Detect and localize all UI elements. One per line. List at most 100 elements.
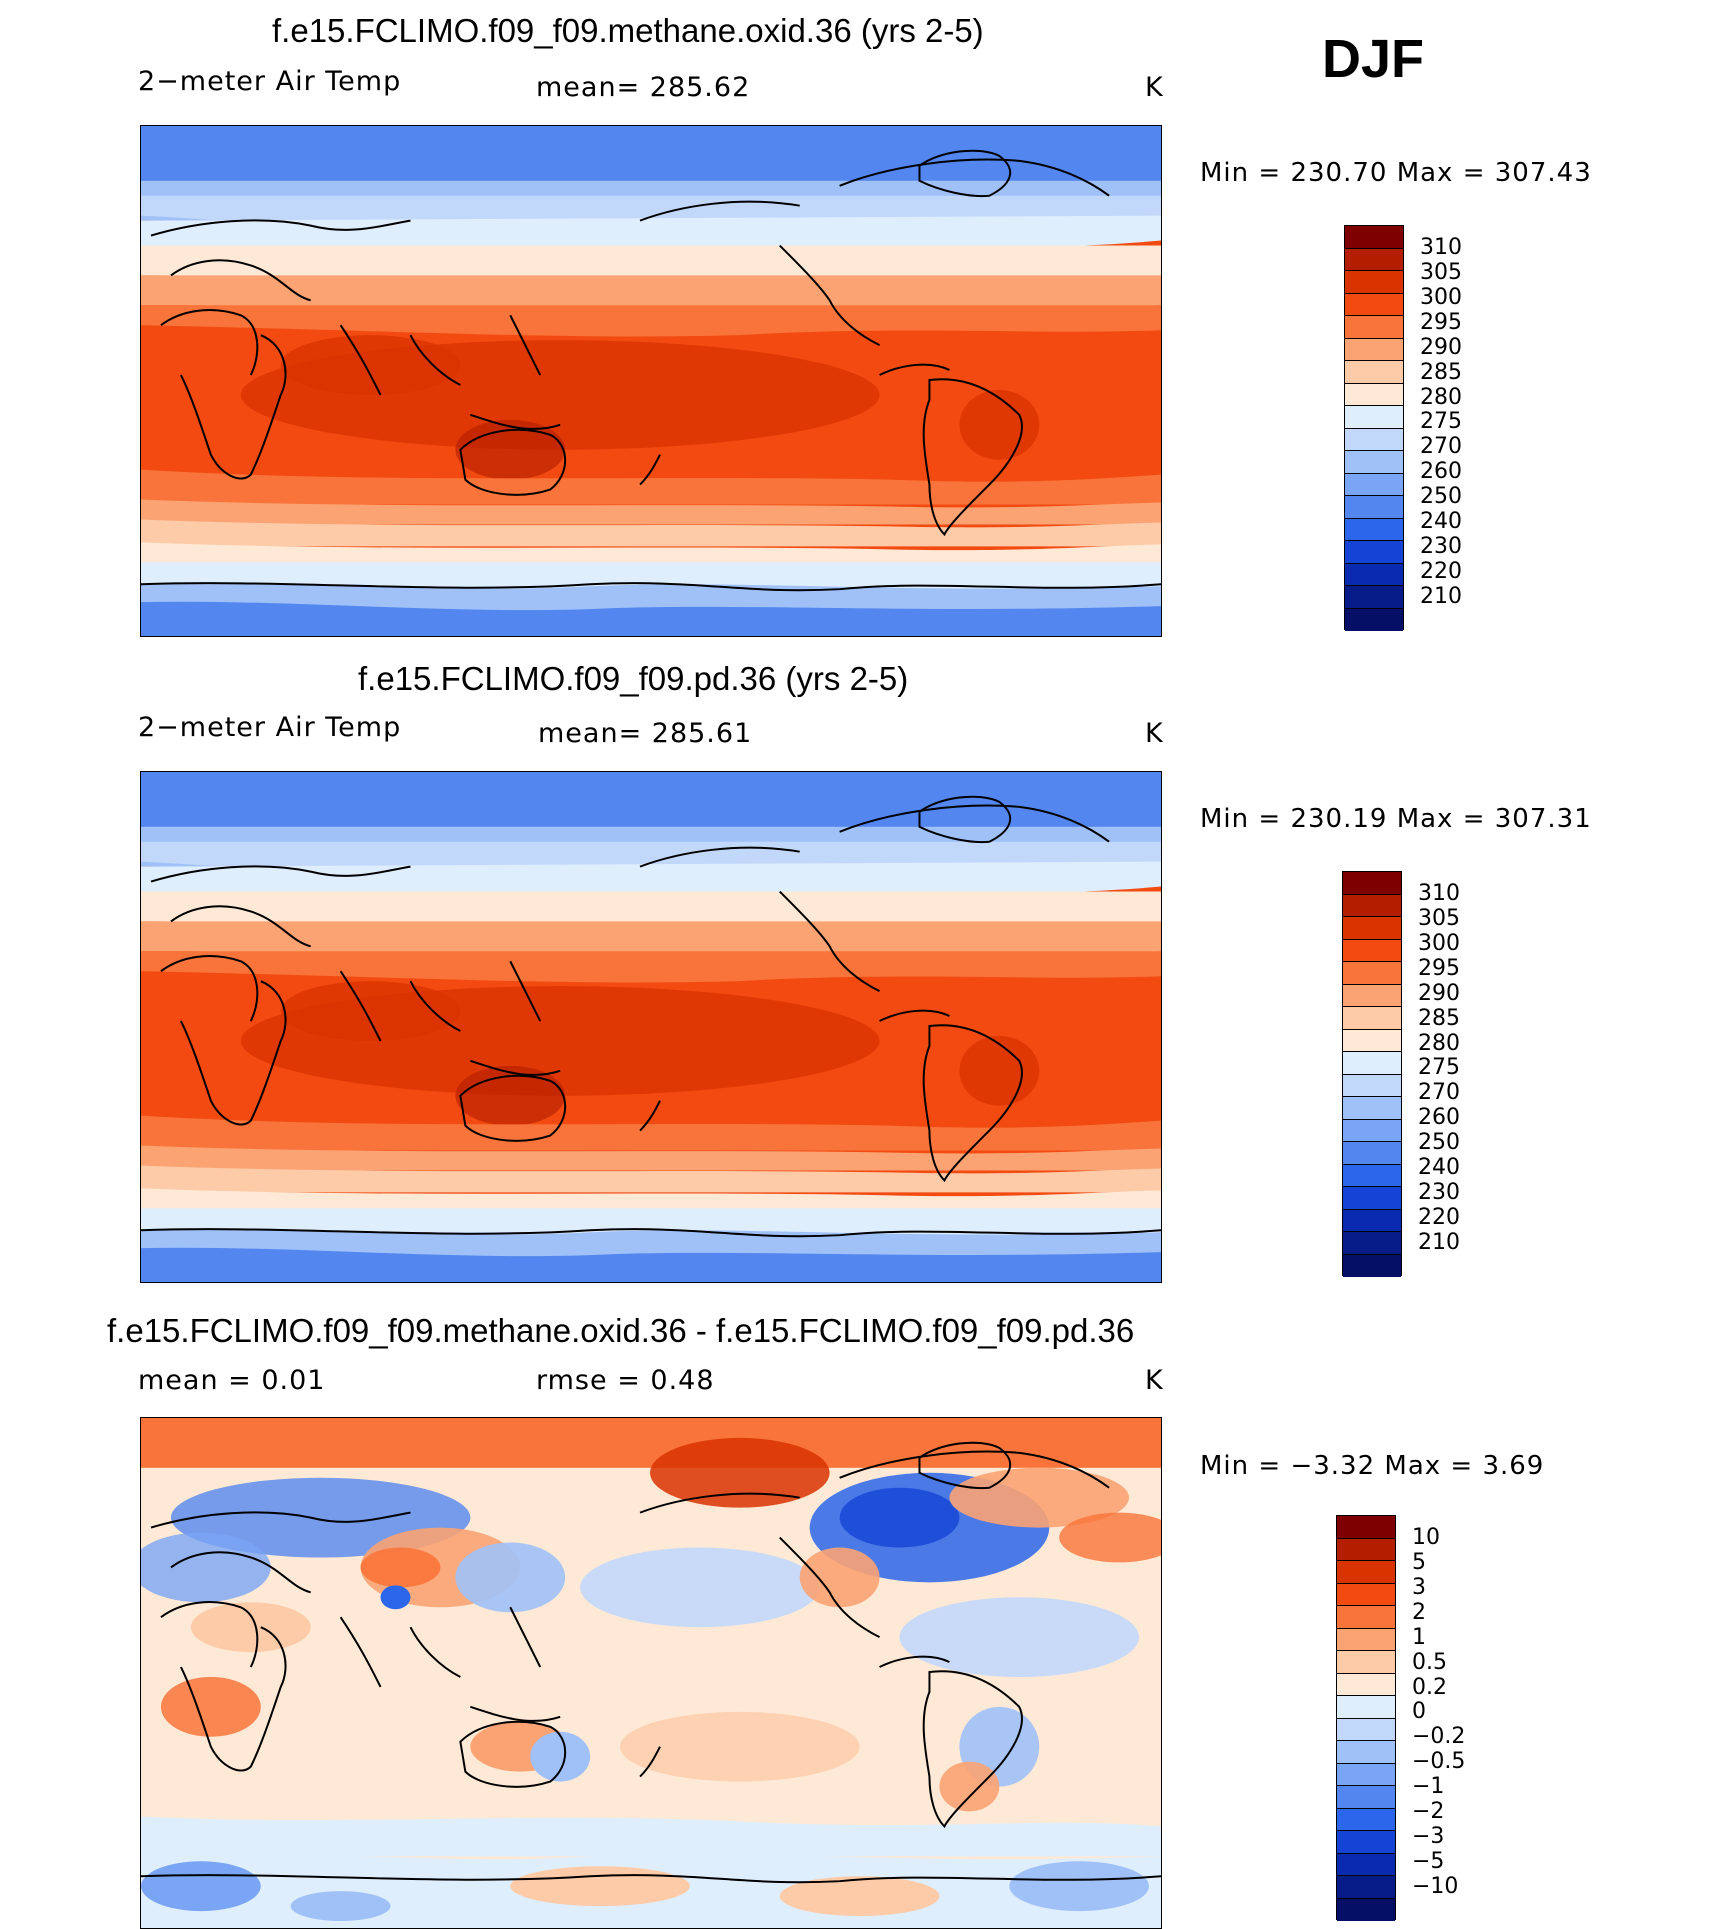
panel-1-variable-label: 2−meter Air Temp <box>138 66 402 97</box>
colorbar-tick-label: 3 <box>1412 1574 1426 1600</box>
colorbar-segment <box>1337 1561 1395 1584</box>
panel-3-colorbar <box>1336 1515 1396 1921</box>
colorbar-tick-label: 240 <box>1418 1155 1460 1181</box>
colorbar-tick-label: 305 <box>1418 905 1460 931</box>
colorbar-tick-label: 5 <box>1412 1549 1426 1575</box>
panel-1-units-label: K <box>1145 72 1164 103</box>
colorbar-tick-label: 1 <box>1412 1624 1426 1650</box>
colorbar-tick-label: 295 <box>1418 955 1460 981</box>
colorbar-tick-label: 290 <box>1420 334 1462 360</box>
colorbar-segment <box>1343 872 1401 895</box>
colorbar-segment <box>1343 1052 1401 1075</box>
colorbar-segment <box>1345 271 1403 294</box>
colorbar-segment <box>1343 1074 1401 1097</box>
colorbar-segment <box>1345 361 1403 384</box>
colorbar-tick-label: −5 <box>1412 1849 1445 1875</box>
colorbar-segment <box>1337 1583 1395 1606</box>
colorbar-tick-label: 260 <box>1418 1105 1460 1131</box>
colorbar-tick-label: 285 <box>1418 1005 1460 1031</box>
colorbar-segment <box>1343 1097 1401 1120</box>
colorbar-tick-label: 2 <box>1412 1599 1426 1625</box>
colorbar-segment <box>1337 1898 1395 1921</box>
panel-1-map-field <box>141 126 1161 636</box>
colorbar-segment <box>1343 917 1401 940</box>
colorbar-segment <box>1337 1538 1395 1561</box>
colorbar-tick-label: 300 <box>1420 284 1462 310</box>
colorbar-segment <box>1345 383 1403 406</box>
colorbar-tick-label: 210 <box>1418 1229 1460 1255</box>
colorbar-tick-label: −1 <box>1412 1774 1445 1800</box>
colorbar-tick-label: 230 <box>1420 534 1462 560</box>
colorbar-tick-label: 10 <box>1412 1524 1440 1550</box>
colorbar-segment <box>1337 1516 1395 1539</box>
colorbar-tick-label: 310 <box>1418 880 1460 906</box>
panel-1-mean-label: mean= 285.62 <box>536 72 751 103</box>
colorbar-tick-label: 240 <box>1420 509 1462 535</box>
colorbar-tick-label: 295 <box>1420 309 1462 335</box>
colorbar-segment <box>1345 248 1403 271</box>
colorbar-tick-label: 280 <box>1418 1030 1460 1056</box>
colorbar-segment <box>1345 541 1403 564</box>
colorbar-segment <box>1345 608 1403 631</box>
colorbar-tick-label: 290 <box>1418 980 1460 1006</box>
colorbar-tick-label: 310 <box>1420 234 1462 260</box>
colorbar-segment <box>1343 1187 1401 1210</box>
colorbar-segment <box>1345 496 1403 519</box>
colorbar-segment <box>1345 316 1403 339</box>
panel-2-colorbar <box>1342 871 1402 1277</box>
colorbar-segment <box>1337 1831 1395 1854</box>
colorbar-segment <box>1345 451 1403 474</box>
colorbar-tick-label: 250 <box>1418 1130 1460 1156</box>
colorbar-segment <box>1337 1696 1395 1719</box>
colorbar-segment <box>1345 226 1403 249</box>
panel-2-map-field <box>141 772 1161 1282</box>
colorbar-tick-label: −3 <box>1412 1824 1445 1850</box>
colorbar-segment <box>1343 962 1401 985</box>
colorbar-segment <box>1345 338 1403 361</box>
colorbar-tick-label: 220 <box>1420 559 1462 585</box>
season-label: DJF <box>1322 29 1425 89</box>
colorbar-tick-label: −2 <box>1412 1799 1445 1825</box>
panel-2-mean-label: mean= 285.61 <box>538 718 753 749</box>
panel-1-colorbar <box>1344 225 1404 631</box>
colorbar-segment <box>1345 293 1403 316</box>
colorbar-segment <box>1343 984 1401 1007</box>
colorbar-segment <box>1345 428 1403 451</box>
panel-3-units-label: K <box>1145 1365 1164 1396</box>
colorbar-segment <box>1337 1741 1395 1764</box>
colorbar-segment <box>1337 1718 1395 1741</box>
colorbar-tick-label: −0.2 <box>1412 1724 1466 1750</box>
panel-2-units-label: K <box>1145 718 1164 749</box>
panel-1-map <box>140 125 1162 637</box>
colorbar-segment <box>1337 1628 1395 1651</box>
colorbar-tick-label: 300 <box>1418 930 1460 956</box>
colorbar-segment <box>1345 586 1403 609</box>
panel-3-map <box>140 1417 1162 1929</box>
colorbar-segment <box>1343 1029 1401 1052</box>
colorbar-segment <box>1337 1876 1395 1899</box>
colorbar-tick-label: 275 <box>1418 1055 1460 1081</box>
colorbar-segment <box>1345 473 1403 496</box>
colorbar-segment <box>1343 939 1401 962</box>
colorbar-tick-label: 230 <box>1418 1180 1460 1206</box>
colorbar-tick-label: 210 <box>1420 583 1462 609</box>
colorbar-segment <box>1345 518 1403 541</box>
colorbar-tick-label: 305 <box>1420 259 1462 285</box>
colorbar-segment <box>1337 1786 1395 1809</box>
colorbar-segment <box>1343 1119 1401 1142</box>
panel-1-title: f.e15.FCLIMO.f09_f09.methane.oxid.36 (yr… <box>272 12 984 49</box>
colorbar-segment <box>1337 1763 1395 1786</box>
colorbar-tick-label: 250 <box>1420 484 1462 510</box>
panel-3-title: f.e15.FCLIMO.f09_f09.methane.oxid.36 - f… <box>107 1312 1135 1349</box>
panel-3-minmax: Min = −3.32 Max = 3.69 <box>1200 1451 1545 1481</box>
colorbar-segment <box>1343 894 1401 917</box>
colorbar-tick-label: 0.2 <box>1412 1674 1447 1700</box>
colorbar-segment <box>1337 1673 1395 1696</box>
colorbar-segment <box>1343 1142 1401 1165</box>
colorbar-segment <box>1337 1651 1395 1674</box>
panel-2-minmax: Min = 230.19 Max = 307.31 <box>1200 804 1592 834</box>
panel-3-rmse-label: rmse = 0.48 <box>536 1365 715 1396</box>
colorbar-tick-label: 285 <box>1420 359 1462 385</box>
colorbar-segment <box>1345 563 1403 586</box>
colorbar-tick-label: 0.5 <box>1412 1649 1447 1675</box>
